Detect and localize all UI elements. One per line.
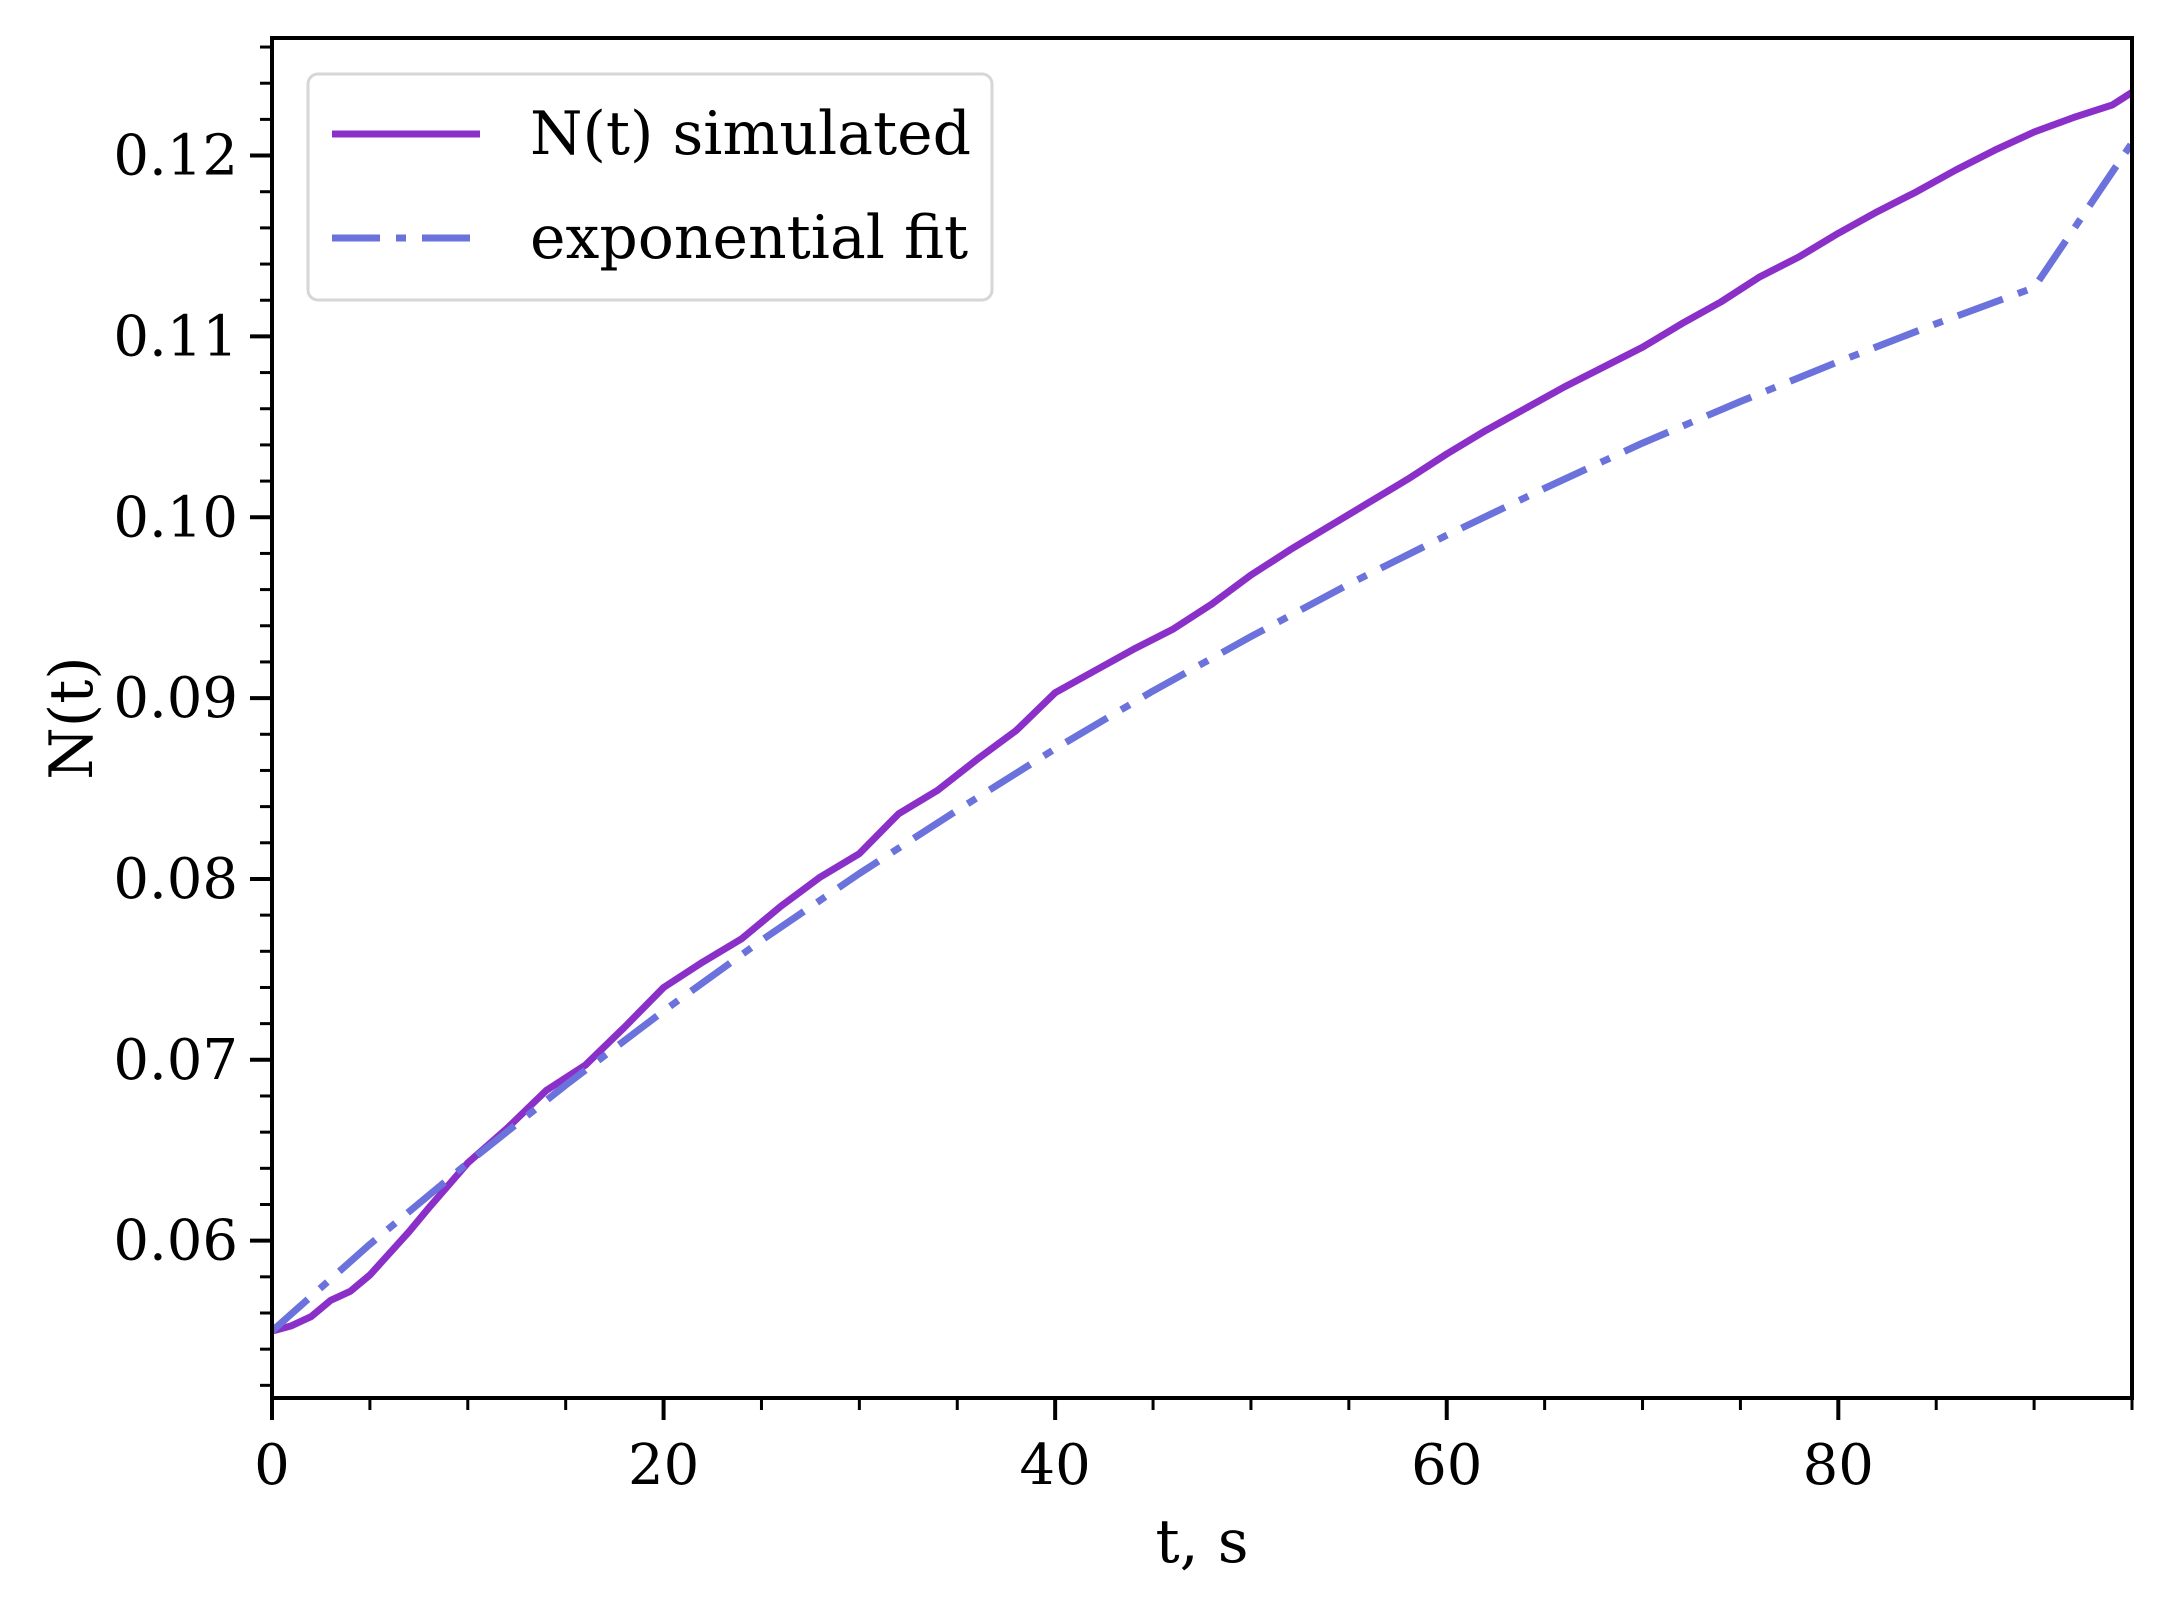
axes-layer: 0 20 40 60 80 0.06 0.07 0.08 0.09 0.10 0.11 0.12 — [113, 36, 2134, 1498]
x-tick-label: 60 — [1411, 1433, 1482, 1498]
y-axis-label: N(t) — [37, 656, 107, 779]
x-tick-label: 20 — [628, 1433, 699, 1498]
y-tick-label: 0.12 — [113, 124, 238, 189]
x-axis-label: t, s — [1155, 1507, 1248, 1577]
legend-label-simulated: N(t) simulated — [530, 99, 971, 169]
series-layer — [272, 89, 2132, 1335]
legend-label-exponential-fit: exponential fit — [530, 203, 968, 273]
x-tick-label: 0 — [254, 1433, 290, 1498]
x-tick-label: 40 — [1020, 1433, 1091, 1498]
axes-frame — [270, 36, 2134, 1400]
y-tick-label: 0.06 — [113, 1209, 238, 1274]
y-tick-label: 0.07 — [113, 1028, 238, 1093]
series-line-exponential-fit — [272, 140, 2132, 1334]
y-tick-label: 0.09 — [113, 666, 238, 731]
legend: N(t) simulated exponential fit — [306, 72, 994, 302]
x-tick-label: 80 — [1803, 1433, 1874, 1498]
y-tick-label: 0.11 — [113, 304, 238, 369]
y-tick-label: 0.08 — [113, 847, 238, 912]
y-tick-label: 0.10 — [113, 485, 238, 550]
series-line-simulated — [272, 89, 2132, 1335]
